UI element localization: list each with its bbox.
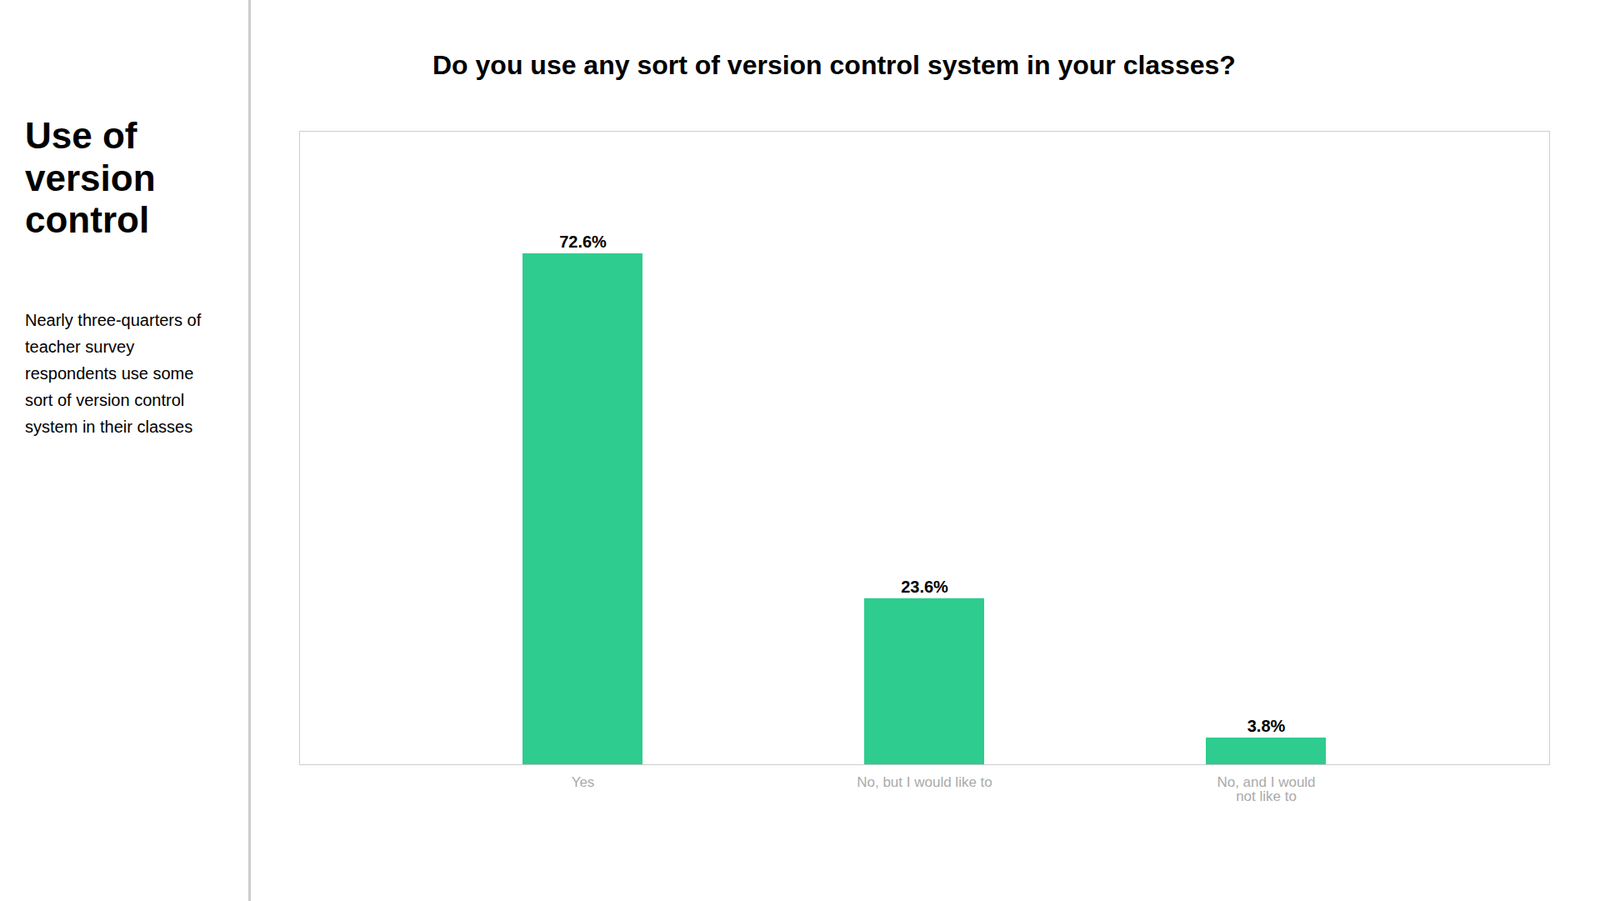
html-text:Do you use any sort of version: Do you use any sort of version control s… (432, 50, 1236, 80)
svg-text:72.6%: 72.6% (559, 232, 607, 251)
svg-text:No, and I wouldnot like to: No, and I wouldnot like to (1216, 774, 1315, 805)
svg-text:No, but I would like to: No, but I would like to (856, 774, 993, 790)
html-text:Nearly three-quarters of teach: Nearly three-quarters of teacher survey … (25, 310, 201, 436)
svg-text:3.8%: 3.8% (1247, 716, 1286, 735)
html-text:Use of version control: Use of version control (25, 115, 156, 241)
svg-text:23.6%: 23.6% (900, 577, 949, 596)
svg-text:Yes: Yes (571, 774, 595, 790)
